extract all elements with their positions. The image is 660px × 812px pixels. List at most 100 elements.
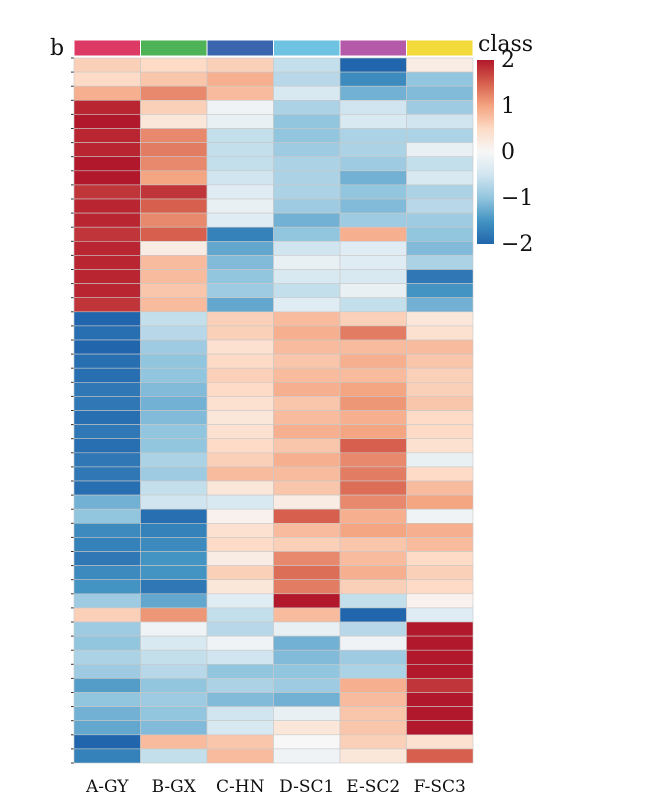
heatmap-cell (339, 663, 407, 679)
heatmap-cell (273, 494, 341, 510)
heatmap-cell (206, 170, 274, 186)
heatmap-cell (73, 551, 141, 566)
heatmap-cell (206, 452, 274, 468)
heatmap-cell (273, 410, 341, 425)
heatmap-cell (339, 565, 407, 580)
heatmap-cell (73, 452, 141, 468)
heatmap-cell (406, 255, 474, 270)
class-annotation-bar (73, 39, 474, 57)
heatmap-cell (73, 184, 141, 200)
heatmap-cell (73, 311, 141, 327)
heatmap-cell (273, 537, 341, 552)
heatmap-cell (140, 593, 208, 609)
heatmap-cell (140, 198, 208, 214)
heatmap-cell (339, 480, 407, 496)
heatmap-cell (406, 706, 474, 721)
heatmap-cell (339, 381, 407, 397)
heatmap-cell (73, 424, 141, 440)
heatmap-cell (140, 494, 208, 510)
heatmap-cell (339, 508, 407, 524)
heatmap-cell (273, 114, 341, 129)
column-label: C-HN (216, 777, 265, 797)
heatmap-cell (339, 522, 407, 538)
heatmap-cell (206, 522, 274, 538)
heatmap-cell (206, 71, 274, 87)
column-label: B-GX (152, 777, 197, 797)
legend-tick-label: 0 (501, 140, 515, 165)
heatmap-cell (273, 734, 341, 750)
column-label: A-GY (85, 777, 129, 797)
row-tick-marks (71, 57, 74, 764)
heatmap-cell (339, 734, 407, 750)
heatmap-cell (339, 748, 407, 764)
heatmap-cell (339, 226, 407, 242)
heatmap-cell (339, 607, 407, 623)
heatmap-cell (206, 85, 274, 101)
heatmap-cell (140, 396, 208, 411)
heatmap-cell (73, 212, 141, 228)
heatmap-cell (339, 100, 407, 115)
heatmap-cell (406, 734, 474, 750)
heatmap-cell (406, 748, 474, 764)
heatmap-cell (140, 114, 208, 129)
heatmap-cell (339, 692, 407, 707)
heatmap-cell (406, 438, 474, 454)
heatmap-cell (273, 142, 341, 158)
heatmap-cell (140, 551, 208, 566)
heatmap-cell (273, 480, 341, 496)
heatmap-cell (406, 269, 474, 284)
legend-tick-label: 2 (501, 48, 515, 73)
heatmap-cell (406, 353, 474, 369)
legend-colorbar (477, 60, 494, 244)
heatmap-cell (206, 579, 274, 595)
heatmap-cell (206, 198, 274, 214)
heatmap-cell (406, 424, 474, 440)
heatmap-cell (206, 100, 274, 115)
heatmap-cell (406, 692, 474, 707)
heatmap-cell (273, 297, 341, 313)
heatmap-cell (140, 212, 208, 228)
heatmap-cell (140, 692, 208, 707)
heatmap-cell (273, 57, 341, 73)
heatmap-cell (273, 396, 341, 411)
heatmap-cell (406, 593, 474, 609)
heatmap-cell (206, 283, 274, 299)
heatmap-cell (73, 283, 141, 299)
heatmap-cell (206, 241, 274, 256)
heatmap-cell (339, 114, 407, 129)
heatmap-cell (273, 635, 341, 651)
heatmap-cell (273, 212, 341, 228)
heatmap-cell (339, 494, 407, 510)
heatmap-cell (206, 466, 274, 482)
heatmap-cell (339, 156, 407, 172)
heatmap-cell (339, 283, 407, 299)
heatmap-cell (406, 57, 474, 73)
heatmap-cell (339, 551, 407, 566)
heatmap-cell (339, 269, 407, 284)
heatmap-cell (73, 128, 141, 143)
heatmap-cell (406, 565, 474, 580)
heatmap-cell (339, 367, 407, 383)
heatmap-cell (73, 410, 141, 425)
heatmap-cell (273, 452, 341, 468)
heatmap-cell (140, 184, 208, 200)
heatmap-cell (206, 367, 274, 383)
heatmap-cell (406, 71, 474, 87)
heatmap-cell (73, 170, 141, 186)
heatmap-cell (206, 508, 274, 524)
class-swatch-f-sc3 (406, 39, 474, 57)
heatmap-cell (140, 424, 208, 440)
heatmap-cell (339, 128, 407, 143)
heatmap-cell (273, 184, 341, 200)
heatmap-cell (273, 466, 341, 482)
heatmap-cell (273, 565, 341, 580)
heatmap-cell (273, 283, 341, 299)
heatmap-cell (206, 720, 274, 736)
heatmap-cell (273, 621, 341, 637)
heatmap-cell (406, 551, 474, 566)
heatmap-cell (206, 480, 274, 496)
heatmap-cell (206, 396, 274, 411)
heatmap-cell (206, 706, 274, 721)
heatmap-cell (339, 621, 407, 637)
heatmap-cell (73, 663, 141, 679)
